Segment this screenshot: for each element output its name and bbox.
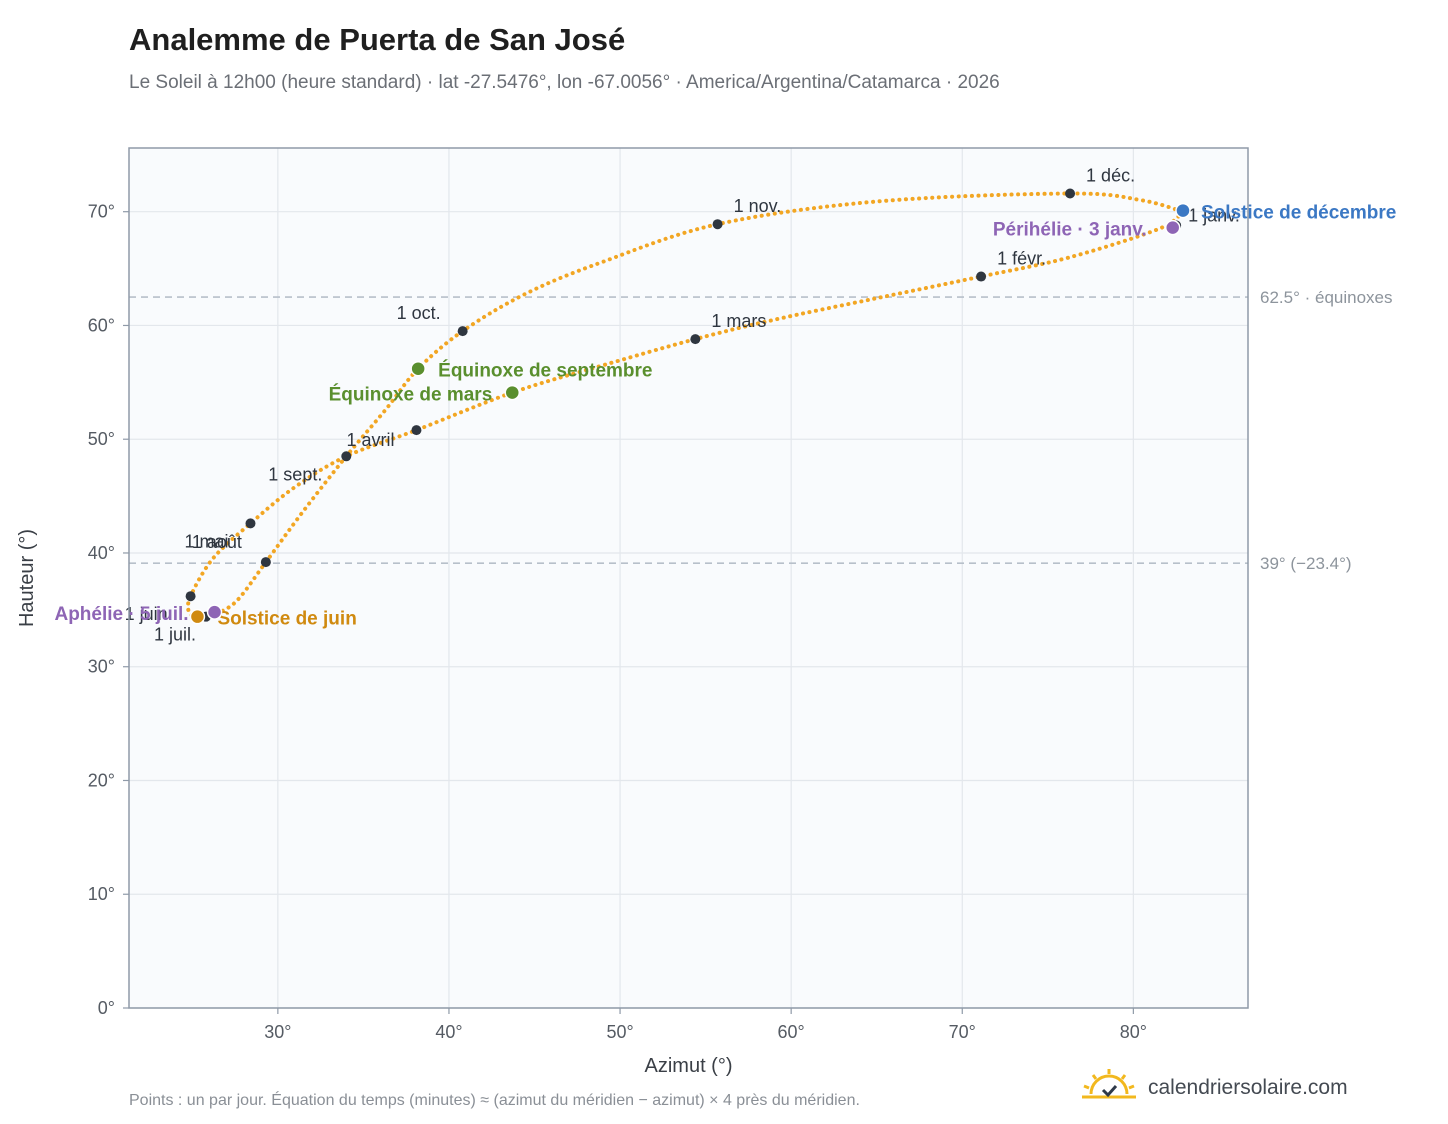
axes: 30° 40° 50° 60° 70° 80° 0° 10° 20° 30° 40° 50° 60° 70…	[88, 202, 1147, 1042]
event-marker	[189, 608, 206, 625]
y-tick-label: 10°	[88, 884, 115, 904]
event-marker	[1175, 202, 1191, 219]
event-label: Solstice de juin	[217, 609, 356, 630]
event-marker	[410, 360, 426, 377]
chart-title: Analemme de Puerta de San José	[129, 22, 626, 57]
month-marker	[712, 219, 723, 230]
x-tick-label: 70°	[949, 1022, 976, 1042]
month-marker-label: 1 déc.	[1086, 166, 1135, 186]
month-marker	[1065, 188, 1076, 199]
y-tick-label: 60°	[88, 315, 115, 335]
plot-frame	[128, 147, 1249, 1009]
footnote: Points : un par jour. Équation du temps …	[129, 1092, 860, 1109]
reference-line-label: 39° (−23.4°)	[1260, 554, 1352, 573]
y-tick-label: 40°	[88, 543, 115, 563]
x-tick-label: 30°	[264, 1022, 291, 1042]
plot-area	[129, 148, 1248, 1008]
month-marker	[341, 451, 352, 462]
month-marker	[260, 557, 271, 568]
y-tick-label: 50°	[88, 429, 115, 449]
month-marker-label: 1 juin	[125, 604, 168, 624]
month-marker-label: 1 juil.	[154, 625, 196, 645]
reference-lines: 62.5° · équinoxes 39° (−23.4°)	[129, 288, 1393, 573]
y-tick-label: 30°	[88, 657, 115, 677]
month-marker	[976, 271, 987, 282]
y-tick-label: 20°	[88, 770, 115, 790]
sun-logo-icon	[1082, 1068, 1136, 1107]
month-marker-label: 1 avril	[346, 430, 394, 450]
month-marker	[457, 326, 468, 337]
event-marker	[1164, 219, 1181, 236]
brand[interactable]: calendriersolaire.com	[1082, 1068, 1348, 1107]
event-label: Équinoxe de mars	[329, 384, 493, 406]
x-tick-label: 50°	[606, 1022, 633, 1042]
y-tick-label: 0°	[98, 998, 115, 1018]
x-tick-label: 60°	[778, 1022, 805, 1042]
reference-line-label: 62.5° · équinoxes	[1260, 288, 1393, 307]
y-tick-label: 70°	[88, 202, 115, 222]
analemma-curve	[185, 191, 1185, 620]
event-marker	[206, 604, 223, 620]
month-marker-label: 1 mars	[711, 311, 766, 331]
chart-subtitle: Le Soleil à 12h00 (heure standard) · lat…	[129, 72, 1000, 93]
month-marker	[245, 518, 256, 529]
month-marker-label: 1 févr.	[997, 249, 1046, 269]
month-marker-label: 1 janv.	[1188, 205, 1240, 225]
event-label: Solstice de décembre	[1201, 203, 1396, 224]
x-tick-label: 80°	[1120, 1022, 1147, 1042]
month-marker	[411, 425, 422, 436]
month-marker-label: 1 oct.	[397, 303, 441, 323]
event-label: Équinoxe de septembre	[438, 360, 652, 382]
month-marker	[690, 334, 701, 345]
event-marker	[504, 384, 521, 401]
month-marker-label: 1 mai	[184, 531, 228, 551]
month-marker-label: 1 sept.	[268, 464, 322, 484]
month-marker-label: 1 août	[192, 532, 242, 552]
event-label: Périhélie · 3 janv.	[993, 220, 1147, 241]
x-axis-label: Azimut (°)	[645, 1055, 733, 1077]
month-marker-label: 1 nov.	[734, 196, 782, 216]
event-label: Aphélie · 5 juil.	[54, 604, 188, 625]
brand-name: calendriersolaire.com	[1148, 1075, 1348, 1099]
y-axis-label: Hauteur (°)	[16, 529, 38, 627]
month-marker	[185, 591, 196, 602]
x-tick-label: 40°	[435, 1022, 462, 1042]
event-markers: Solstice de décembre Périhélie · 3 janv. É…	[54, 203, 1396, 630]
analemma-day-dots	[185, 191, 1185, 620]
